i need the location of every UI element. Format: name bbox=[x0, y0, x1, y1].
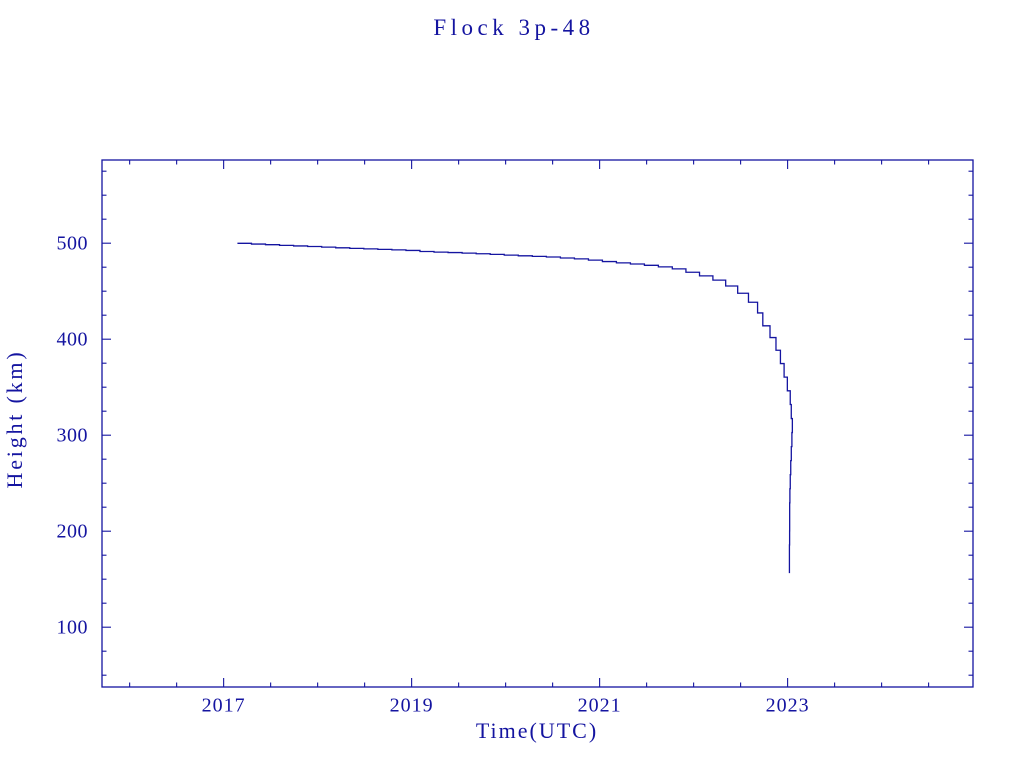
svg-text:500: 500 bbox=[57, 232, 89, 254]
svg-text:Time(UTC): Time(UTC) bbox=[476, 718, 598, 743]
svg-text:2019: 2019 bbox=[390, 695, 434, 717]
svg-text:2023: 2023 bbox=[766, 695, 810, 717]
svg-text:Height (km): Height (km) bbox=[2, 350, 27, 489]
svg-text:2021: 2021 bbox=[578, 695, 622, 717]
svg-text:Flock 3p-48: Flock 3p-48 bbox=[433, 15, 594, 40]
svg-text:200: 200 bbox=[57, 520, 89, 542]
svg-text:400: 400 bbox=[57, 328, 89, 350]
svg-text:2017: 2017 bbox=[202, 695, 246, 717]
svg-text:100: 100 bbox=[57, 616, 89, 638]
svg-text:300: 300 bbox=[57, 424, 89, 446]
